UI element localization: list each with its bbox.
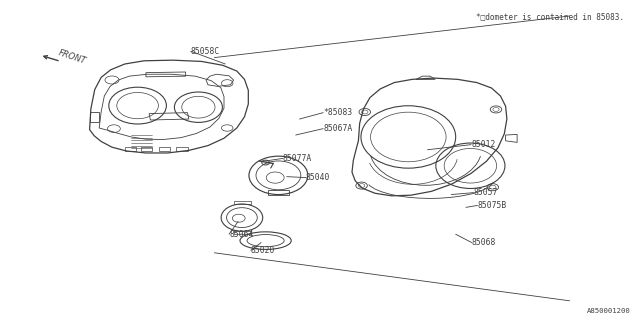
Text: 85040: 85040	[306, 173, 330, 182]
Text: 85057: 85057	[474, 188, 498, 197]
Text: 85012: 85012	[471, 140, 495, 149]
Text: 85068: 85068	[472, 238, 496, 247]
Text: 85075B: 85075B	[477, 201, 507, 210]
Text: *85083: *85083	[323, 108, 353, 117]
Text: 85020: 85020	[251, 246, 275, 255]
Text: 85067A: 85067A	[323, 124, 353, 133]
Text: *□dometer is contained in 85083.: *□dometer is contained in 85083.	[476, 13, 624, 22]
Text: 85058C: 85058C	[191, 47, 220, 56]
Text: A850001200: A850001200	[587, 308, 630, 314]
Text: 85077A: 85077A	[283, 154, 312, 163]
Text: 85064: 85064	[229, 230, 253, 239]
Text: FRONT: FRONT	[58, 48, 88, 66]
